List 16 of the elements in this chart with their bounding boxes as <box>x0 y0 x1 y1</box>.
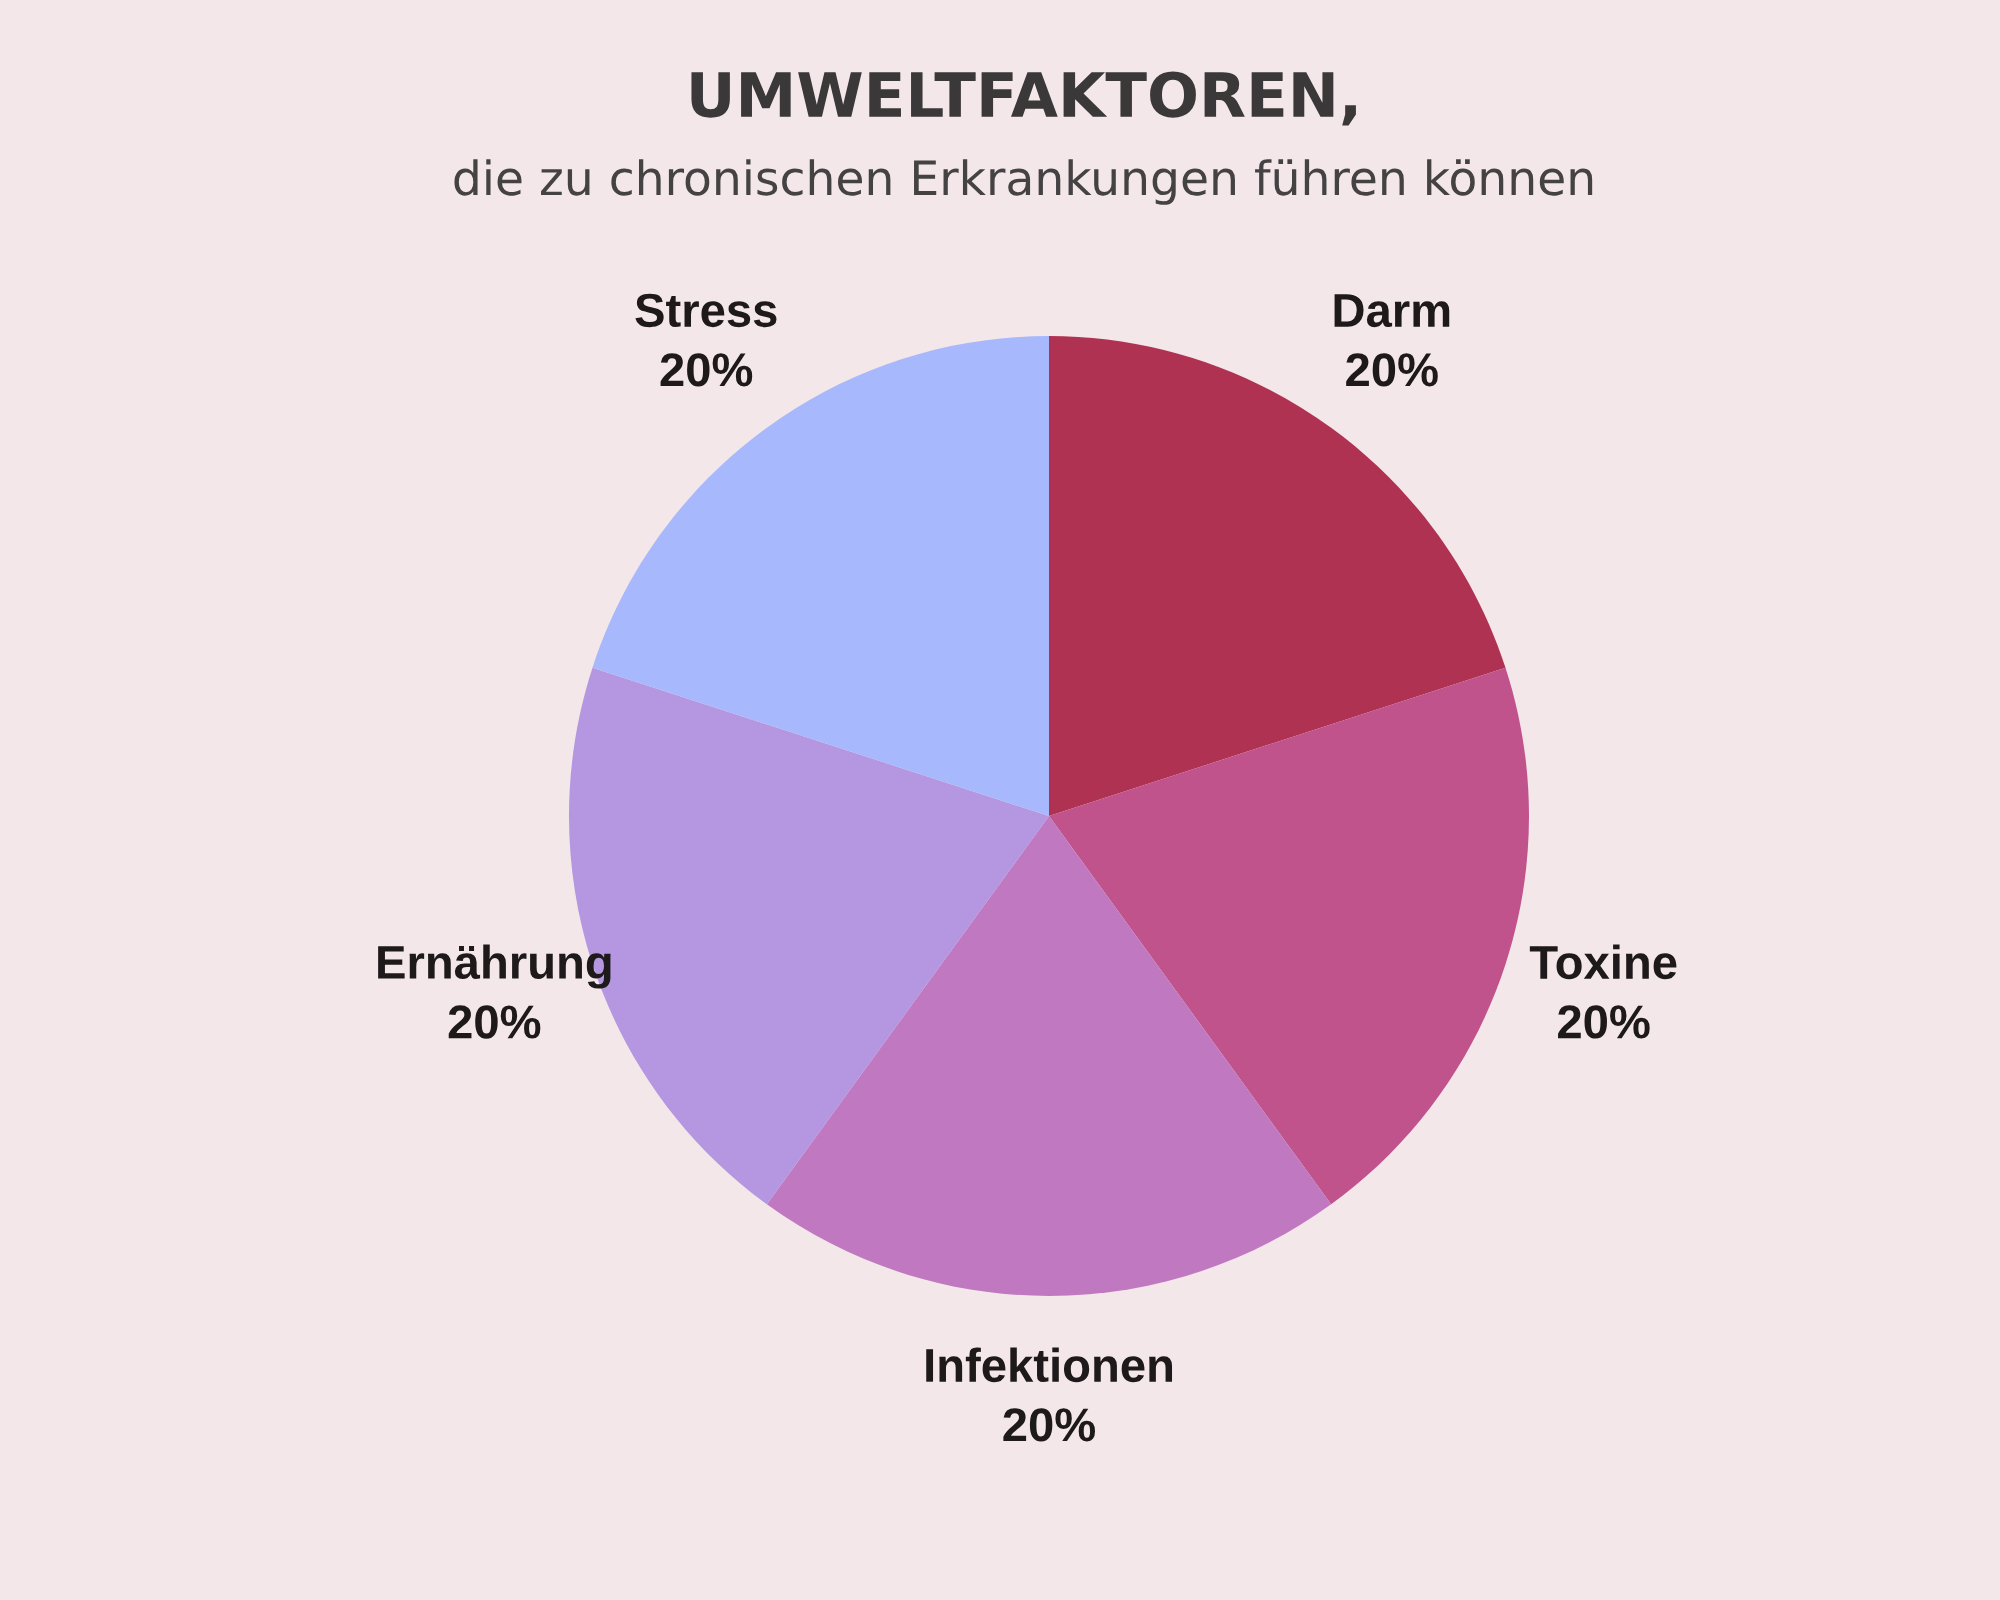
data-label: 20% <box>448 1005 541 1039</box>
pie-slice <box>1049 336 1506 816</box>
pie-slice <box>1049 667 1529 1205</box>
chart-subtitle: die zu chronischen Erkrankungen führen können <box>454 159 1593 205</box>
slice-label: Ernährung <box>378 944 611 989</box>
slice-label: Infektionen <box>926 1347 1173 1383</box>
slice-label: Stress <box>635 293 777 328</box>
data-label: 20% <box>660 353 753 387</box>
slice-label: Darm <box>1334 294 1450 328</box>
pie-slice <box>766 816 1332 1296</box>
pie-slice <box>592 336 1049 816</box>
data-label: 20% <box>1558 1005 1650 1039</box>
data-label: 20% <box>1346 353 1438 387</box>
slice-label: Toxine <box>1529 944 1677 980</box>
chart-title: UMWELTFAKTOREN, <box>691 71 1356 126</box>
data-label: 20% <box>1003 1408 1096 1442</box>
